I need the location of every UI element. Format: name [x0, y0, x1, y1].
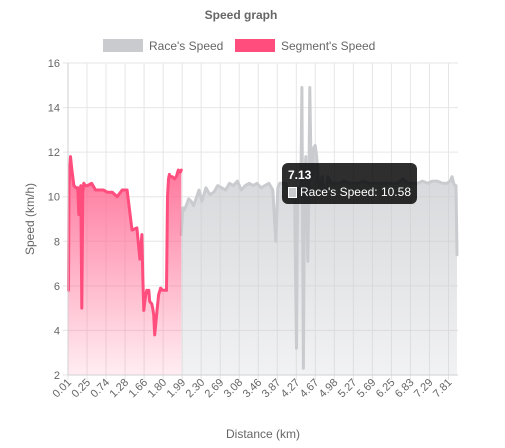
x-tick-label: 3.08 — [222, 377, 246, 401]
x-tick-label: 5.69 — [355, 377, 379, 401]
y-tick-label: 16 — [48, 58, 60, 70]
x-tick-label: 7.29 — [412, 377, 436, 401]
x-tick-label: 2.69 — [203, 377, 227, 401]
chart-title: Speed graph — [205, 8, 278, 22]
tooltip-label: Race's Speed: 10.58 — [299, 185, 411, 199]
x-tick-label: 1.28 — [108, 377, 132, 401]
x-tick-label: 4.27 — [279, 377, 303, 401]
legend-label-segment[interactable]: Segment's Speed — [281, 39, 375, 53]
y-tick-label: 10 — [48, 192, 60, 204]
tooltip-title: 7.13 — [288, 168, 312, 182]
x-tick-label: 4.67 — [298, 377, 322, 401]
race-speed-area — [181, 87, 458, 375]
y-tick-label: 2 — [54, 370, 60, 382]
x-tick-label: 3.87 — [260, 377, 284, 401]
x-tick-label: 0.74 — [89, 377, 113, 401]
x-tick-label: 2.30 — [184, 377, 208, 401]
series-layer — [67, 86, 459, 375]
legend-label-race[interactable]: Race's Speed — [149, 39, 223, 53]
legend-swatch-race[interactable] — [103, 39, 143, 52]
x-tick-label: 6.25 — [374, 377, 398, 401]
x-tick-label: 1.99 — [165, 377, 189, 401]
legend[interactable]: Race's Speed Segment's Speed — [103, 39, 375, 53]
y-axis-title: Speed (km/h) — [23, 183, 37, 255]
x-tick-label: 1.80 — [146, 377, 170, 401]
tooltip-swatch — [288, 187, 297, 198]
legend-swatch-segment[interactable] — [235, 39, 275, 52]
y-tick-label: 12 — [48, 147, 60, 159]
y-tick-label: 4 — [54, 325, 60, 337]
chart-tooltip: 7.13 Race's Speed: 10.58 — [282, 163, 417, 204]
x-axis-title: Distance (km) — [226, 427, 300, 441]
y-tick-label: 6 — [54, 281, 60, 293]
x-tick-label: 5.27 — [336, 377, 360, 401]
x-tick-label: 3.46 — [241, 377, 265, 401]
x-tick-label: 0.25 — [70, 377, 94, 401]
y-tick-label: 14 — [48, 103, 60, 115]
x-tick-label: 7.81 — [431, 377, 455, 401]
x-tick-label: 1.66 — [127, 377, 151, 401]
x-tick-label: 6.83 — [393, 377, 417, 401]
segment-speed-line — [67, 155, 183, 337]
x-tick-label: 4.98 — [317, 377, 341, 401]
tooltip-row: Race's Speed: 10.58 — [288, 184, 411, 201]
y-tick-label: 8 — [54, 236, 60, 248]
